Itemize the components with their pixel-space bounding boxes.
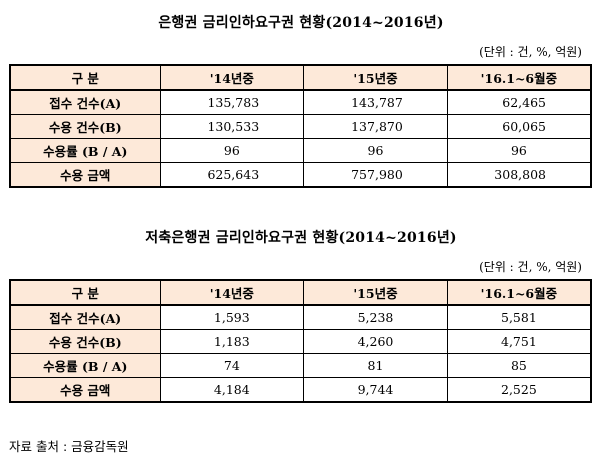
cell-value: 96 (159, 138, 305, 163)
table-row: 수용 금액 625,643 757,980 308,808 (9, 162, 592, 188)
cell-value: 143,787 (303, 89, 448, 115)
cell-value: 2,525 (446, 377, 592, 403)
cell-value: 1,183 (159, 329, 305, 354)
table1-header-category: 구 분 (9, 64, 161, 91)
cell-value: 60,065 (446, 114, 592, 139)
table-row: 수용률 (B / A) 74 81 85 (9, 353, 592, 378)
cell-value: 4,184 (159, 377, 305, 403)
row-label: 수용 금액 (9, 377, 161, 403)
table1-header-row: 구 분 '14년중 '15년중 '16.1~6월중 (9, 64, 592, 91)
table-row: 수용 금액 4,184 9,744 2,525 (9, 377, 592, 403)
table1-unit: (단위 : 건, %, 억원) (479, 45, 582, 59)
cell-value: 137,870 (303, 114, 448, 139)
source-note: 자료 출처 : 금융감독원 (9, 439, 129, 454)
table1-header-2014: '14년중 (159, 64, 305, 91)
cell-value: 4,751 (446, 329, 592, 354)
cell-value: 62,465 (446, 89, 592, 115)
cell-value: 74 (159, 353, 305, 378)
row-label: 접수 건수(A) (9, 89, 161, 115)
table1-header-2016: '16.1~6월중 (446, 64, 592, 91)
table2-title: 저축은행권 금리인하요구권 현황(2014~2016년) (145, 230, 457, 246)
table-row: 접수 건수(A) 135,783 143,787 62,465 (9, 89, 592, 115)
cell-value: 81 (303, 353, 448, 378)
table2-unit: (단위 : 건, %, 억원) (479, 260, 582, 274)
table-row: 접수 건수(A) 1,593 5,238 5,581 (9, 304, 592, 330)
row-label: 수용률 (B / A) (9, 138, 161, 163)
table2-header-2016: '16.1~6월중 (446, 279, 592, 306)
row-label: 수용 건수(B) (9, 114, 161, 139)
table2-header-row: 구 분 '14년중 '15년중 '16.1~6월중 (9, 279, 592, 306)
table-row: 수용률 (B / A) 96 96 96 (9, 138, 592, 163)
cell-value: 96 (446, 138, 592, 163)
table1-title: 은행권 금리인하요구권 현황(2014~2016년) (158, 15, 444, 31)
table1: 구 분 '14년중 '15년중 '16.1~6월중 접수 건수(A) 135,7… (9, 64, 592, 188)
table1-header-2015: '15년중 (303, 64, 448, 91)
table2-header-2015: '15년중 (303, 279, 448, 306)
cell-value: 85 (446, 353, 592, 378)
cell-value: 1,593 (159, 304, 305, 330)
cell-value: 9,744 (303, 377, 448, 403)
table2-header-category: 구 분 (9, 279, 161, 306)
cell-value: 308,808 (446, 162, 592, 188)
cell-value: 135,783 (159, 89, 305, 115)
cell-value: 625,643 (159, 162, 305, 188)
cell-value: 130,533 (159, 114, 305, 139)
row-label: 수용률 (B / A) (9, 353, 161, 378)
cell-value: 4,260 (303, 329, 448, 354)
cell-value: 96 (303, 138, 448, 163)
row-label: 수용 건수(B) (9, 329, 161, 354)
cell-value: 5,238 (303, 304, 448, 330)
cell-value: 5,581 (446, 304, 592, 330)
table2-header-2014: '14년중 (159, 279, 305, 306)
table2: 구 분 '14년중 '15년중 '16.1~6월중 접수 건수(A) 1,593… (9, 279, 592, 403)
table-row: 수용 건수(B) 1,183 4,260 4,751 (9, 329, 592, 354)
table-row: 수용 건수(B) 130,533 137,870 60,065 (9, 114, 592, 139)
cell-value: 757,980 (303, 162, 448, 188)
row-label: 접수 건수(A) (9, 304, 161, 330)
row-label: 수용 금액 (9, 162, 161, 188)
